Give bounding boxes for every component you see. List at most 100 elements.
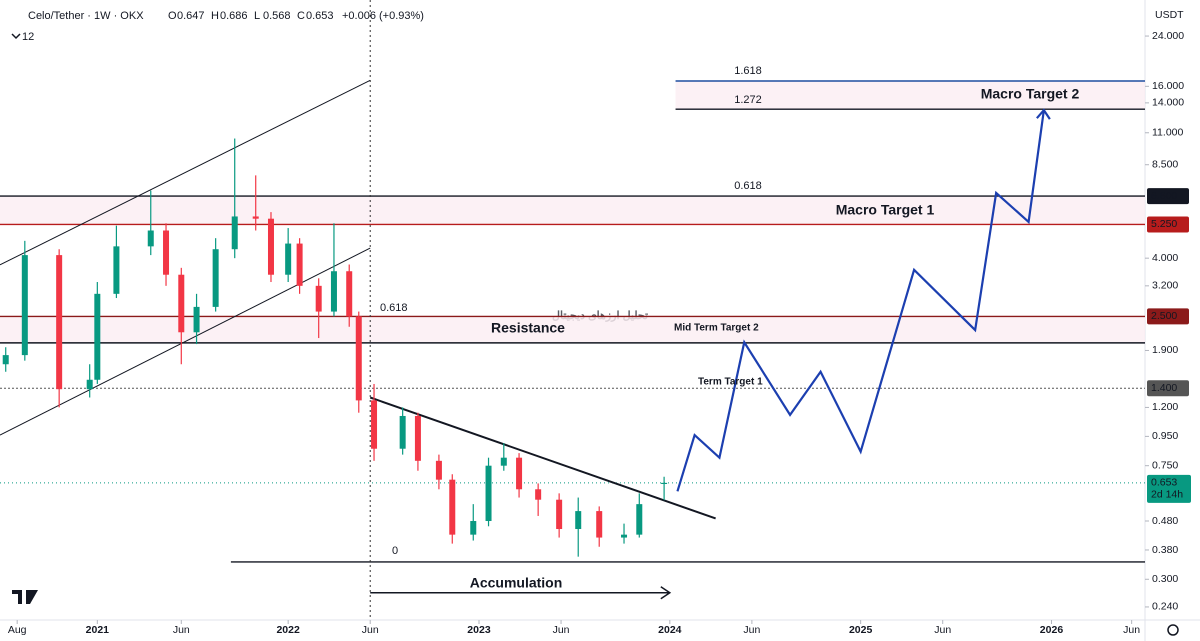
x-tick-label: Jun [173, 624, 190, 636]
candle-body [535, 489, 542, 500]
y-tick-label: 14.000 [1152, 97, 1184, 109]
x-tick-label: Aug [8, 624, 27, 636]
candle-body [2, 355, 9, 365]
candle-body [330, 271, 337, 312]
annotation: Resistance [491, 320, 565, 336]
x-tick-label: 2026 [1040, 624, 1064, 636]
level-price-box [1147, 216, 1189, 233]
x-tick-label: 2022 [276, 624, 300, 636]
annotation: 0.618 [734, 180, 762, 192]
candle-body [414, 415, 421, 461]
candle-body [661, 482, 668, 484]
candle-body [86, 379, 93, 390]
level-band [0, 196, 1145, 225]
settings-icon [1167, 624, 1179, 636]
candle-body [556, 499, 563, 530]
candle-body [355, 316, 362, 401]
projection-path [676, 110, 1045, 492]
candle-body [252, 216, 259, 219]
y-tick-label: 0.240 [1152, 601, 1178, 613]
y-tick-label: 0.480 [1152, 515, 1178, 527]
y-tick-label: 1.200 [1152, 401, 1178, 413]
candle-body [470, 521, 477, 535]
x-tick-label: Jun [743, 624, 760, 636]
legend-letter: C [297, 10, 305, 22]
annotation: Term Target 1 [698, 377, 763, 388]
x-tick-label: Jun [362, 624, 379, 636]
candle-body [315, 285, 322, 312]
candle-body [231, 216, 238, 250]
y-tick-label: 0.950 [1152, 430, 1178, 442]
x-tick-label: Jun [1123, 624, 1140, 636]
level-price-label: 2.500 [1151, 310, 1177, 322]
y-tick-label: 4.000 [1152, 252, 1178, 264]
collapse-icon [11, 33, 21, 40]
x-tick-label: 2023 [467, 624, 491, 636]
legend-change: +0.006 (+0.93%) [342, 10, 424, 22]
candle-body [113, 246, 120, 294]
chart-title: Celo/Tether · 1W · OKX [28, 10, 144, 22]
level-band [675, 81, 1145, 110]
annotation: 0 [392, 545, 398, 557]
legend-value: 0.686 [220, 10, 248, 22]
accumulation-arrowhead [660, 586, 672, 600]
candle-body [485, 465, 492, 522]
legend-letter: O [168, 10, 177, 22]
last-price-box [1147, 474, 1191, 503]
y-tick-label: 8.500 [1152, 159, 1178, 171]
trend-line [369, 396, 716, 520]
candle-body [163, 230, 170, 275]
annotation: Mid Term Target 2 [674, 323, 759, 334]
candle-body [596, 511, 603, 538]
x-tick-label: Jun [553, 624, 570, 636]
annotation: Accumulation [470, 575, 563, 591]
candle-body [399, 415, 406, 449]
annotation: 1.618 [734, 65, 762, 77]
last-price-label: 0.653 [1151, 477, 1177, 489]
level-price-label: 5.250 [1151, 218, 1177, 230]
y-tick-label: 16.000 [1152, 80, 1184, 92]
candle-body [56, 255, 63, 390]
candle-body [371, 400, 378, 449]
trend-line [0, 247, 371, 436]
candle-body [285, 243, 292, 275]
candle-body [147, 230, 154, 247]
annotation: 0.618 [380, 302, 408, 314]
candle-body [267, 218, 274, 275]
annotation: Macro Target 1 [836, 202, 935, 218]
indicator-count: 12 [22, 31, 34, 43]
x-tick-label: Jun [934, 624, 951, 636]
y-tick-label: 3.200 [1152, 280, 1178, 292]
candle-body [621, 534, 628, 538]
currency: USDT [1155, 9, 1184, 21]
y-tick-label: 0.750 [1152, 459, 1178, 471]
level-price-label: 1.400 [1151, 382, 1177, 394]
candle-body [575, 511, 582, 530]
annotation: 1.272 [734, 94, 762, 106]
x-tick-label: 2025 [849, 624, 873, 636]
candle-body [346, 271, 353, 317]
candle-body [435, 460, 442, 480]
legend-letter: L [254, 10, 260, 22]
candle-body [178, 274, 185, 333]
projection-arrowhead [1036, 108, 1051, 120]
level-price-label: 6.600 [1151, 190, 1177, 202]
legend-letter: H [211, 10, 219, 22]
trend-line [0, 79, 371, 266]
annotation: Macro Target 2 [981, 86, 1080, 102]
legend-value: 0.653 [306, 10, 334, 22]
legend-value: 0.568 [263, 10, 291, 22]
level-price-box [1147, 188, 1189, 205]
candle-body [449, 479, 456, 535]
x-tick-label: 2024 [658, 624, 682, 636]
candle-body [193, 306, 200, 333]
candle-body [516, 457, 523, 490]
countdown: 2d 14h [1151, 489, 1183, 501]
y-tick-label: 1.900 [1152, 344, 1178, 356]
candle-body [94, 293, 101, 380]
candle-body [21, 255, 28, 356]
tv-logo [12, 590, 38, 604]
y-tick-label: 0.300 [1152, 573, 1178, 585]
y-tick-label: 0.380 [1152, 544, 1178, 556]
